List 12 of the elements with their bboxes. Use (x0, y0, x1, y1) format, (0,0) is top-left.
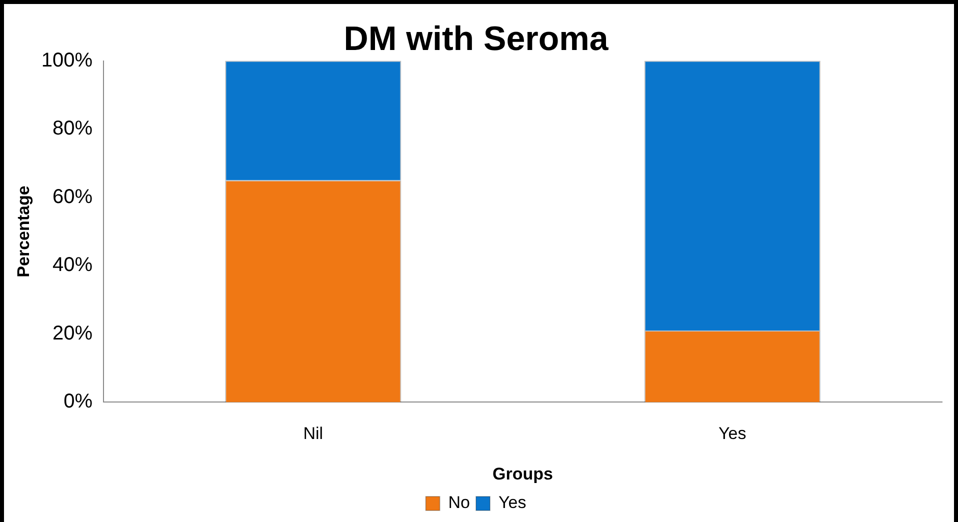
legend-label: No (448, 493, 470, 512)
y-tick-label: 100% (41, 49, 93, 72)
legend-label: Yes (498, 493, 526, 512)
y-tick-label: 0% (64, 390, 93, 413)
y-tick-label: 20% (52, 322, 93, 344)
x-axis-title: Groups (492, 464, 554, 484)
y-tick-label: 60% (52, 186, 93, 208)
y-tick-label: 40% (52, 254, 93, 276)
chart-title: DM with Seroma (344, 20, 610, 58)
y-tick-label: 80% (52, 118, 93, 140)
x-tick-label: Nil (303, 424, 324, 444)
y-axis-title: Percentage (14, 186, 33, 278)
